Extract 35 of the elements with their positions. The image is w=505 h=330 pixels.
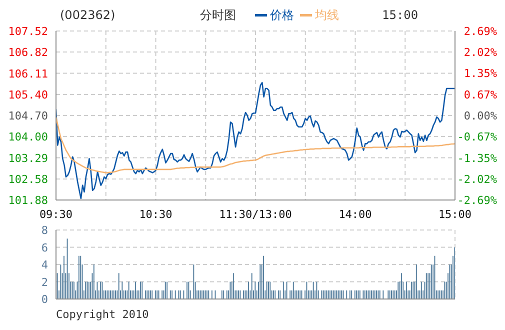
text: 15:00	[382, 8, 418, 22]
y-tick-label: 8	[41, 224, 48, 237]
y-tick-label: 4	[41, 258, 48, 272]
x-tick-label: 10:30	[139, 208, 172, 221]
x-tick-label: 15:00	[438, 208, 472, 221]
y2-tick-label: -1.35%	[457, 152, 498, 165]
y2-tick-label: 2.02%	[464, 46, 498, 60]
x-tick-label: 11:30/13:00	[219, 208, 292, 221]
chart-title: (002362)	[60, 8, 116, 22]
y2-tick-label: 0.67%	[464, 88, 498, 102]
y-tick-label: 2	[41, 276, 48, 289]
y-tick-label: 103.29	[8, 152, 48, 165]
y2-tick-label: -0.67%	[457, 130, 498, 144]
x-tick-label: 14:00	[338, 208, 372, 221]
y-tick-label: 101.88	[8, 194, 48, 207]
text: Copyright 2010	[56, 308, 149, 321]
y2-tick-label: 0.00%	[464, 110, 498, 122]
y-tick-label: 0	[41, 293, 48, 306]
y-tick-label: 104.70	[8, 110, 48, 122]
y-tick-label: 105.40	[8, 88, 48, 102]
y2-tick-label: 2.69%	[464, 25, 498, 38]
y-tick-label: 107.52	[8, 25, 48, 38]
legend-label: 均线	[314, 8, 339, 22]
y-tick-label: 102.58	[8, 173, 48, 186]
y2-tick-label: -2.02%	[457, 172, 498, 186]
legend-label: 价格	[269, 8, 294, 22]
y2-tick-label: 1.35%	[464, 67, 498, 80]
y-tick-label: 6	[41, 241, 48, 254]
y-tick-label: 106.11	[8, 67, 48, 80]
y-tick-label: 106.82	[8, 46, 48, 59]
x-tick-label: 09:30	[39, 208, 73, 221]
chart-subtitle: 分时图	[200, 8, 236, 22]
y2-tick-label: -2.69%	[457, 194, 498, 207]
line-series	[56, 116, 455, 174]
y-tick-label: 104.00	[8, 130, 48, 144]
